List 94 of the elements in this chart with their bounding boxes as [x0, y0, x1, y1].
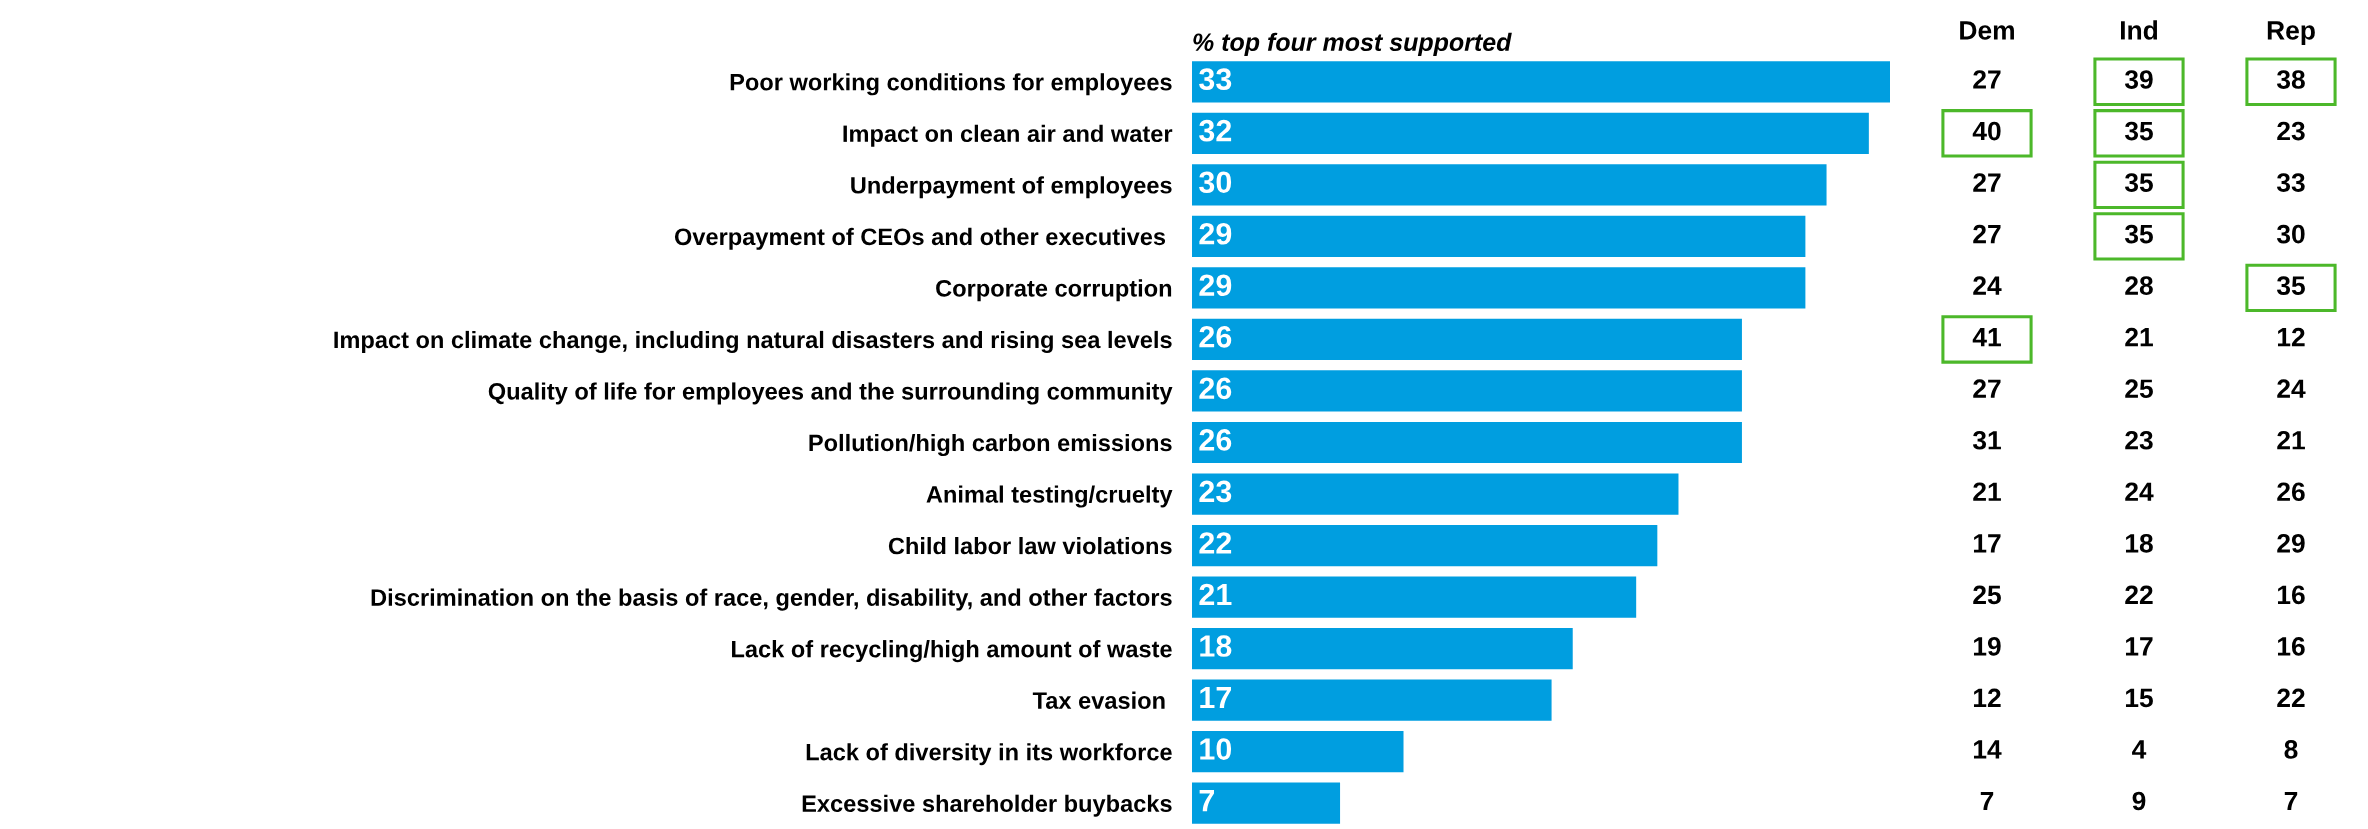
data-label: 29 — [1199, 222, 1232, 245]
bar — [1192, 782, 1341, 824]
data-label: 17 — [2125, 637, 2153, 656]
data-label: 38 — [2276, 70, 2305, 89]
data-label: 29 — [1199, 274, 1232, 297]
data-label: 8 — [2284, 740, 2298, 759]
data-label: 22 — [2125, 585, 2153, 604]
y-tick-label: Overpayment of CEOs and other executives — [674, 227, 1166, 250]
data-label: 7 — [1199, 790, 1214, 812]
data-label: 33 — [1199, 68, 1232, 91]
y-tick-label: Excessive shareholder buybacks — [802, 794, 1172, 817]
chart-title: % top four most supported — [1193, 32, 1512, 56]
data-label: 23 — [1199, 480, 1232, 503]
data-label: 22 — [2277, 688, 2305, 707]
data-label: 24 — [2277, 379, 2306, 398]
data-label: 41 — [1972, 328, 2001, 347]
y-tick-label: Lack of recycling/high amount of waste — [732, 640, 1172, 663]
data-label: 10 — [1200, 738, 1232, 760]
bar — [1192, 61, 1890, 103]
bar — [1192, 215, 1806, 257]
x-tick-label: Dem — [1960, 21, 2014, 40]
data-label: 26 — [1199, 429, 1232, 451]
data-label: 14 — [1973, 740, 2002, 759]
bar — [1192, 267, 1806, 309]
data-label: 35 — [2124, 173, 2153, 192]
data-label: 35 — [2276, 276, 2305, 296]
data-label: 16 — [2277, 637, 2305, 656]
x-tick-label: Rep — [2267, 21, 2315, 45]
data-label: 23 — [2277, 121, 2305, 141]
bar — [1192, 731, 1404, 773]
data-label: 17 — [1200, 687, 1231, 709]
data-label: 25 — [1973, 585, 2001, 605]
bar — [1192, 112, 1869, 154]
data-label: 18 — [2125, 533, 2153, 553]
data-label: 25 — [2125, 379, 2153, 399]
y-tick-label: Animal testing/cruelty — [926, 485, 1173, 508]
data-label: 19 — [1973, 637, 2001, 656]
data-label: 27 — [1973, 379, 2001, 398]
data-label: 22 — [1199, 532, 1232, 554]
bar — [1192, 576, 1637, 618]
bar — [1192, 370, 1742, 412]
data-label: 21 — [1973, 482, 2001, 501]
data-label: 35 — [2124, 121, 2153, 141]
data-label: 30 — [1199, 171, 1232, 194]
data-label: 27 — [1973, 224, 2001, 244]
data-label: 21 — [1199, 583, 1232, 605]
data-label: 12 — [2277, 327, 2305, 347]
y-tick-label: Pollution/high carbon emissions — [809, 433, 1172, 457]
bar — [1192, 628, 1573, 670]
data-label: 26 — [2277, 482, 2305, 502]
bar — [1192, 473, 1679, 515]
data-label: 26 — [1199, 377, 1232, 400]
data-label: 16 — [2277, 585, 2305, 605]
data-label: 17 — [1973, 534, 2001, 553]
y-tick-label: Child labor law violations — [888, 537, 1172, 555]
data-label: 7 — [1980, 791, 1994, 811]
bar — [1192, 524, 1658, 567]
y-tick-label: Underpayment of employees — [851, 176, 1172, 199]
data-label: 21 — [2277, 430, 2305, 450]
data-label: 4 — [2132, 740, 2147, 759]
data-label: 39 — [2124, 70, 2153, 89]
y-tick-label: Discrimination on the basis of race, gender, disability, and other factors — [371, 588, 1172, 611]
data-label: 33 — [2276, 173, 2305, 192]
data-label: 31 — [1972, 430, 2001, 450]
y-tick-label: Quality of life for employees and the surrounding community — [488, 382, 1173, 405]
data-label: 29 — [2277, 533, 2305, 553]
y-tick-label: Impact on climate change, including natural disasters and rising sea levels — [334, 330, 1172, 353]
data-label: 9 — [2132, 791, 2146, 811]
data-label: 23 — [2125, 430, 2153, 450]
bar — [1192, 164, 1827, 206]
x-tick-label: Ind — [2120, 20, 2158, 40]
y-tick-label: Impact on clean air and water — [843, 124, 1173, 147]
data-label: 32 — [1199, 119, 1232, 142]
y-tick-label: Corporate corruption — [936, 279, 1172, 302]
data-label: 12 — [1973, 688, 2001, 707]
data-label: 24 — [2125, 482, 2154, 501]
bar — [1192, 318, 1742, 361]
data-label: 35 — [2124, 224, 2153, 244]
data-label: 28 — [2125, 276, 2153, 295]
data-label: 26 — [1199, 326, 1232, 348]
data-label: 27 — [1973, 173, 2001, 192]
data-label: 18 — [1200, 635, 1232, 657]
y-tick-label: Lack of diversity in its workforce — [806, 743, 1172, 766]
bar — [1192, 679, 1552, 721]
data-label: 7 — [2284, 791, 2298, 811]
bar — [1192, 421, 1742, 464]
data-label: 21 — [2125, 327, 2153, 347]
y-tick-label: Poor working conditions for employees — [730, 73, 1172, 96]
data-label: 40 — [1972, 121, 2001, 141]
y-tick-label: Tax evasion — [1032, 691, 1165, 709]
data-label: 24 — [1973, 276, 2002, 295]
data-label: 15 — [2125, 688, 2153, 708]
data-label: 30 — [2276, 224, 2305, 244]
data-label: 27 — [1973, 70, 2001, 89]
